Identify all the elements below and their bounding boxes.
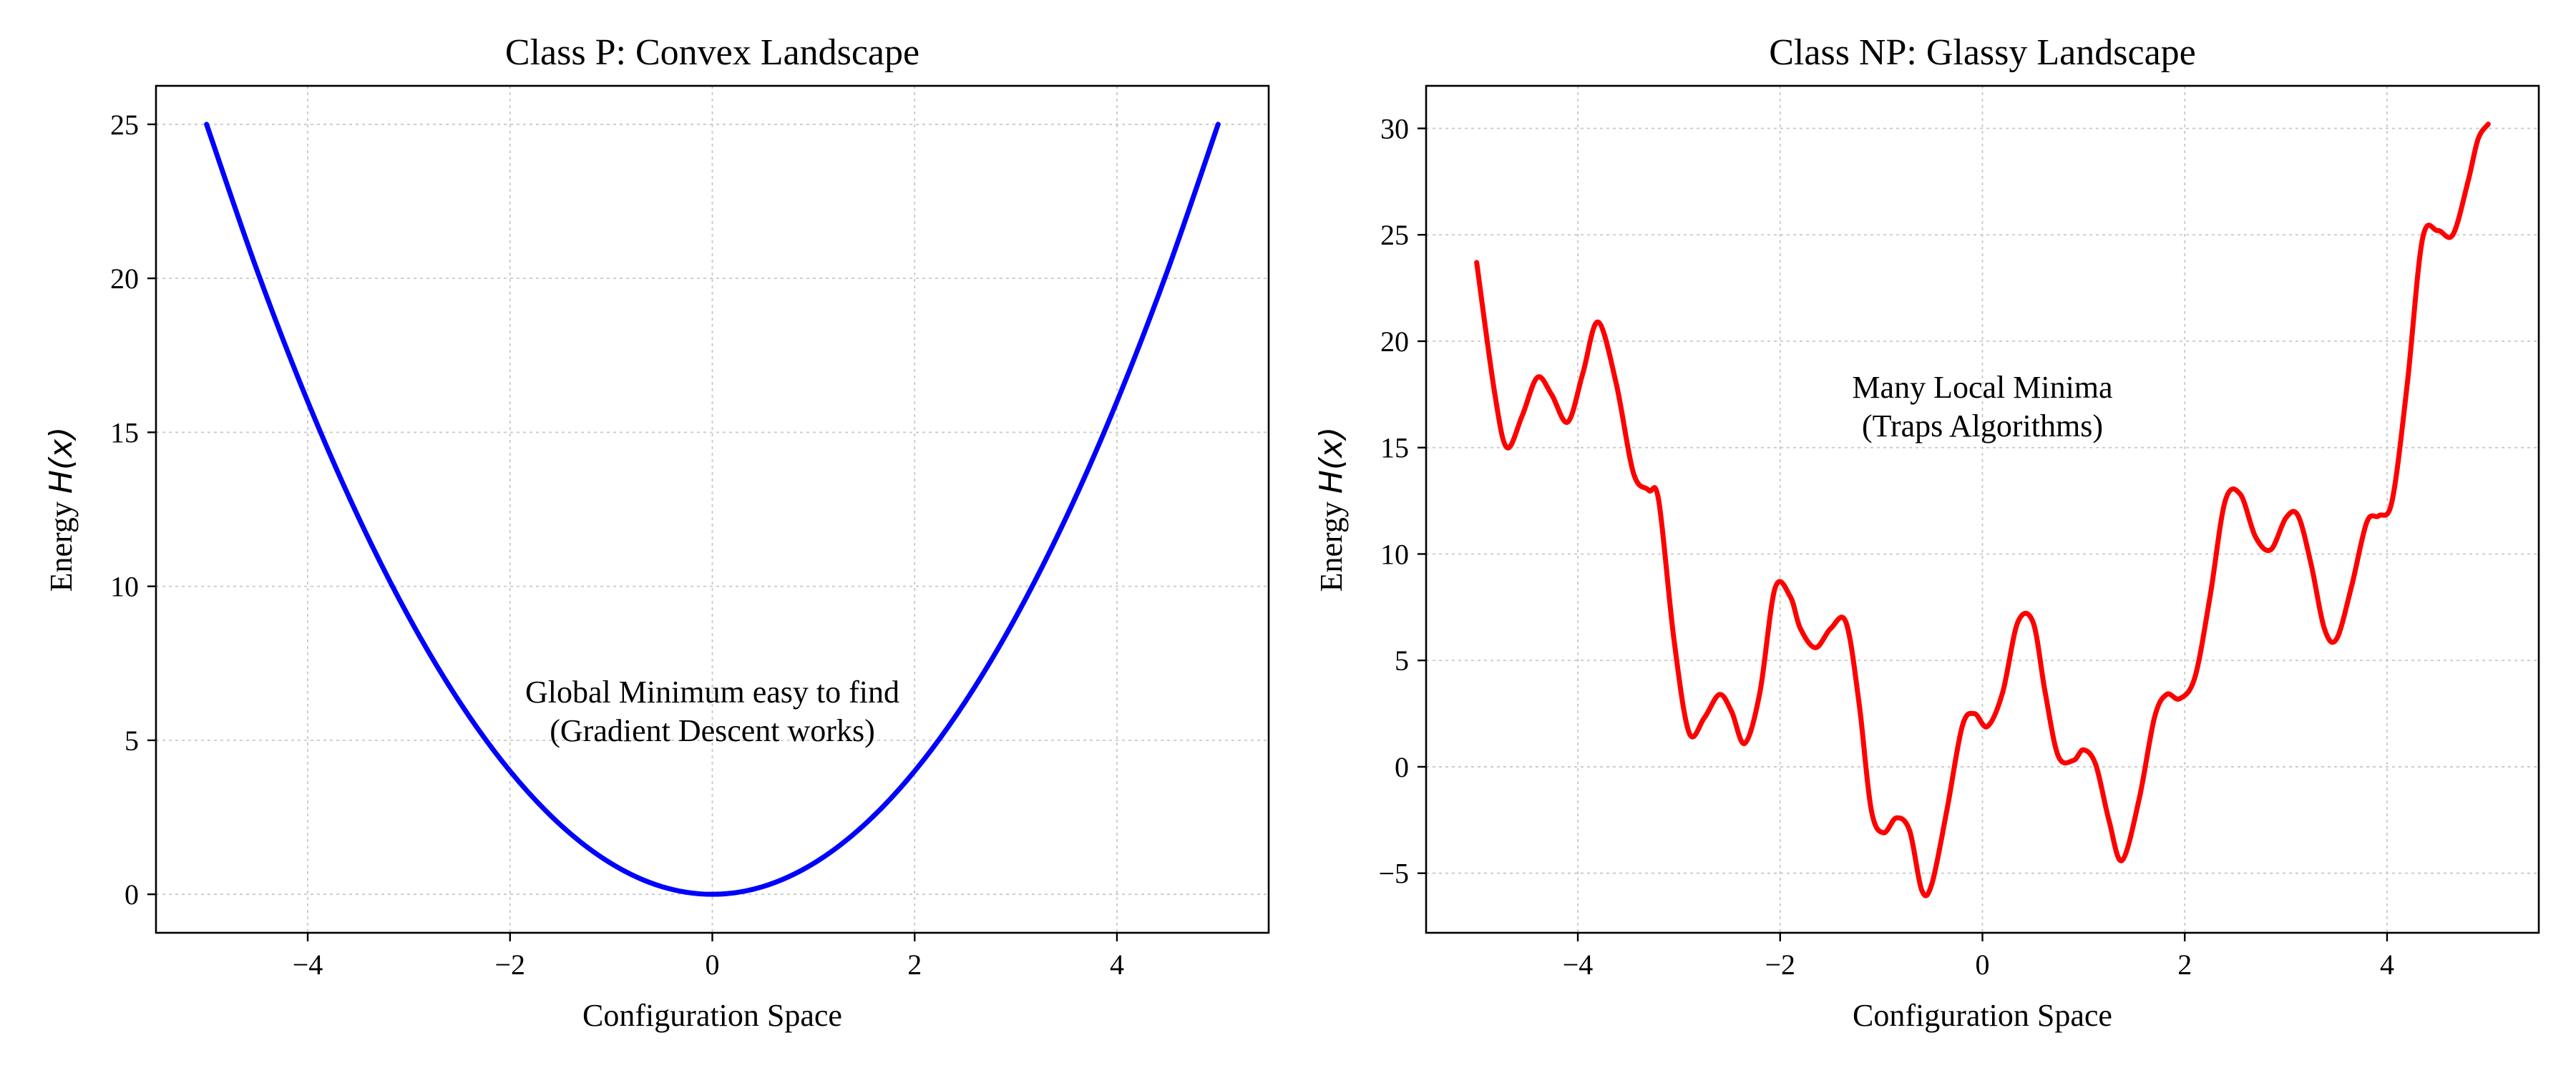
annotation-line: Many Local Minima	[1852, 370, 2112, 405]
chart-title: Class NP: Glassy Landscape	[1769, 32, 2195, 73]
x-tick-label: 4	[2380, 949, 2394, 981]
y-axis-label-text: Energy	[1314, 494, 1349, 592]
chart-title: Class P: Convex Landscape	[505, 32, 919, 73]
y-tick-label: 15	[110, 416, 139, 449]
x-tick-label: −4	[1563, 949, 1594, 981]
y-tick-label: 25	[110, 109, 139, 141]
y-tick-label: −5	[1378, 858, 1409, 890]
annotation-line: Global Minimum easy to find	[525, 675, 899, 710]
chart-panel-glassy: −4 −2 0 2 4 −5 0 5 10 15 20 25 30 Class NP: Glassy La…	[1313, 32, 2540, 1033]
y-tick-label: 0	[125, 878, 139, 911]
y-tick-label: 10	[1380, 538, 1409, 570]
y-tick-label: 5	[1395, 645, 1409, 677]
x-tick-label: 0	[1976, 949, 1990, 981]
y-tick-label: 30	[1380, 112, 1409, 144]
y-axis-label-text: Energy	[44, 494, 79, 592]
chart-annotation: Global Minimum easy to find (Gradient Des…	[525, 675, 899, 748]
x-tick-label: 2	[2177, 949, 2192, 981]
x-axis-label: Configuration Space	[1853, 998, 2112, 1033]
y-tick-label: 5	[125, 725, 139, 757]
x-tick-label: 2	[907, 949, 922, 981]
y-tick-label: 20	[1380, 325, 1409, 358]
x-tick-label: 4	[1110, 949, 1124, 981]
series-line	[204, 122, 1221, 897]
y-tick-label: 0	[1395, 751, 1409, 783]
y-tick-label: 15	[1380, 432, 1409, 464]
chart-annotation: Many Local Minima (Traps Algorithms)	[1852, 370, 2112, 444]
x-tick-label: 0	[706, 949, 720, 981]
x-tick-label: −2	[494, 949, 525, 981]
x-axis-label: Configuration Space	[582, 998, 842, 1033]
annotation-line: (Gradient Descent works)	[550, 713, 875, 748]
y-tick-label: 20	[110, 263, 139, 295]
y-axis-label: Energy H(x)	[43, 427, 79, 592]
plot-frame	[1425, 84, 2540, 934]
series-line	[1474, 122, 2491, 898]
y-axis-label: Energy H(x)	[1313, 427, 1350, 592]
plot-frame	[155, 84, 1270, 934]
y-tick-label: 10	[110, 571, 139, 603]
x-tick-label: −4	[293, 949, 323, 981]
y-tick-label: 25	[1380, 219, 1409, 251]
y-axis-label-math: H(x)	[1313, 427, 1350, 494]
x-tick-label: −2	[1765, 949, 1795, 981]
chart-panel-convex: −4 −2 0 2 4 0 5 10 15 20 25 Class P: Convex Landsca…	[43, 32, 1270, 1033]
y-axis-label-math: H(x)	[43, 427, 79, 494]
annotation-line: (Traps Algorithms)	[1862, 408, 2103, 444]
